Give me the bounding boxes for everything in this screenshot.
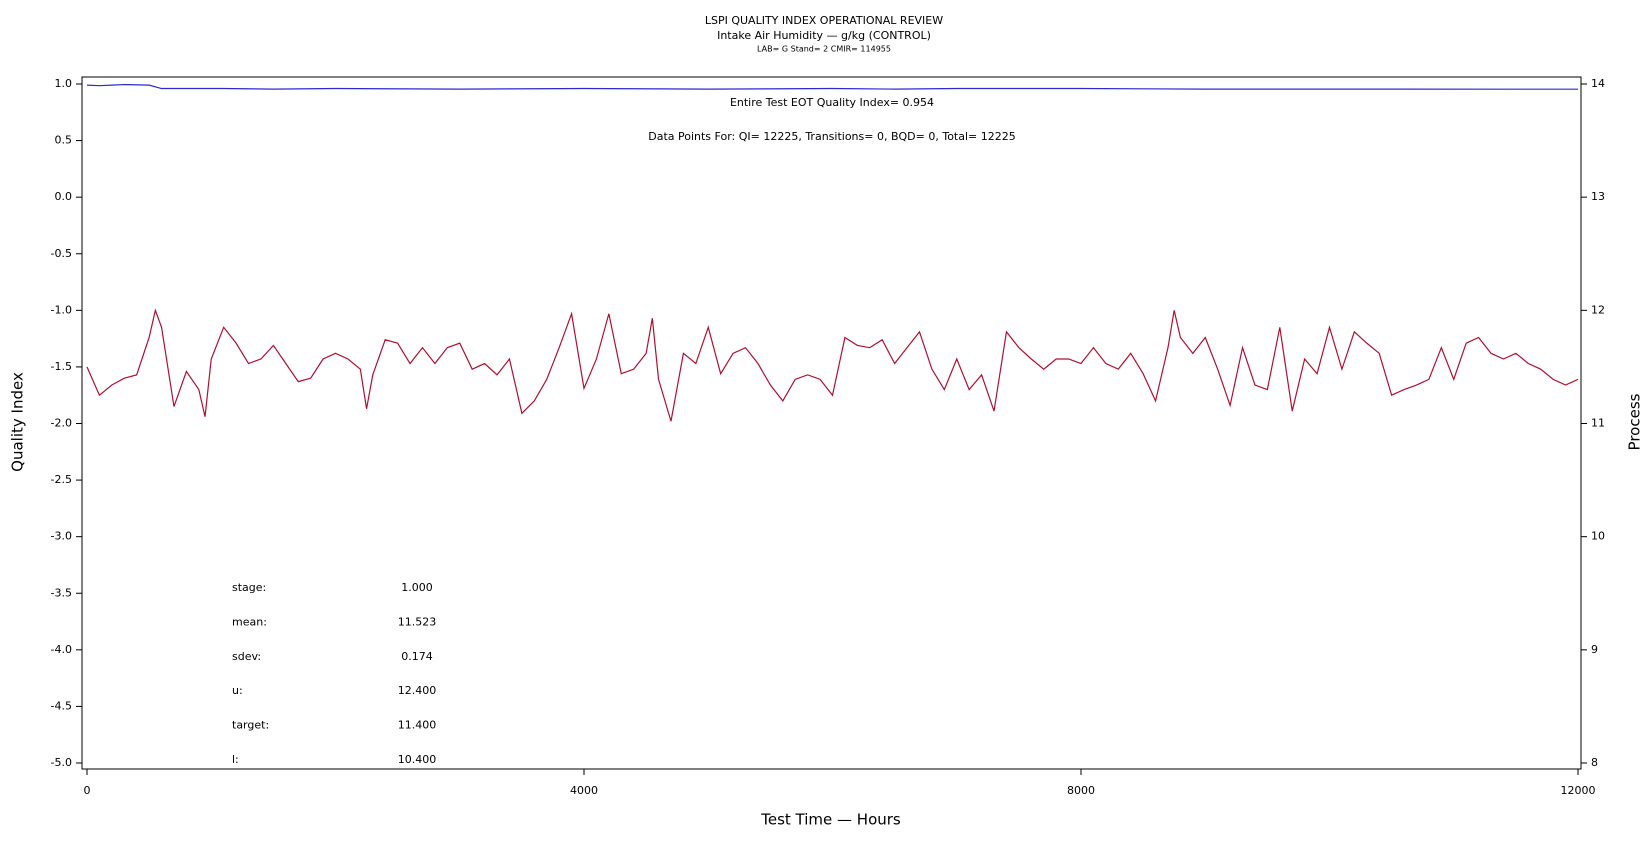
plot-frame [81, 76, 1582, 770]
annotation: Entire Test EOT Quality Index= 0.954 [730, 96, 934, 109]
stat-label: stage: [232, 581, 266, 594]
chart-caption: LAB= G Stand= 2 CMIR= 114955 [757, 45, 891, 54]
y2-tick-label: 9 [1591, 643, 1598, 656]
y-axis-title: Quality Index [9, 372, 27, 472]
chart-title: LSPI QUALITY INDEX OPERATIONAL REVIEW [705, 14, 943, 27]
stat-value: 1.000 [401, 581, 433, 594]
series-line [86, 83, 1579, 90]
annotation: Data Points For: QI= 12225, Transitions=… [648, 130, 1016, 143]
y-tick-label: -3.0 [51, 530, 72, 543]
y2-tick-label: 13 [1591, 190, 1605, 203]
y2-tick-label: 10 [1591, 530, 1605, 543]
stat-label: l: [232, 753, 239, 766]
y-tick-label: -4.0 [51, 643, 72, 656]
y-tick-label: -0.5 [51, 247, 72, 260]
y-tick-label: 1.0 [55, 77, 73, 90]
y-tick-label: 0.5 [55, 134, 73, 147]
stat-label: target: [232, 719, 269, 732]
y-tick-label: -5.0 [51, 756, 72, 769]
x-tick-label: 8000 [1067, 784, 1095, 797]
chart-subtitle: Intake Air Humidity — g/kg (CONTROL) [717, 29, 931, 42]
y2-axis-title: Process [1626, 393, 1644, 450]
stat-value: 0.174 [401, 650, 433, 663]
stat-value: 11.523 [398, 615, 437, 628]
stat-label: u: [232, 684, 243, 697]
stat-label: mean: [232, 615, 267, 628]
y-tick-label: -2.0 [51, 417, 72, 430]
x-axis-title: Test Time — Hours [760, 811, 901, 829]
y-tick-label: 0.0 [55, 190, 73, 203]
y-tick-label: -1.5 [51, 360, 72, 373]
y-tick-label: -4.5 [51, 699, 72, 712]
stat-value: 12.400 [398, 684, 437, 697]
x-tick-label: 4000 [570, 784, 598, 797]
y2-tick-label: 12 [1591, 303, 1605, 316]
y2-tick-label: 8 [1591, 756, 1598, 769]
y-tick-label: -2.5 [51, 473, 72, 486]
series-line [86, 308, 1579, 422]
stat-value: 10.400 [398, 753, 437, 766]
y2-tick-label: 11 [1591, 417, 1605, 430]
y-tick-label: -3.5 [51, 586, 72, 599]
y-tick-label: -1.0 [51, 303, 72, 316]
stat-value: 11.400 [398, 719, 437, 732]
stat-label: sdev: [232, 650, 261, 663]
x-tick-label: 0 [84, 784, 91, 797]
x-tick-label: 12000 [1561, 784, 1596, 797]
y2-tick-label: 14 [1591, 77, 1605, 90]
